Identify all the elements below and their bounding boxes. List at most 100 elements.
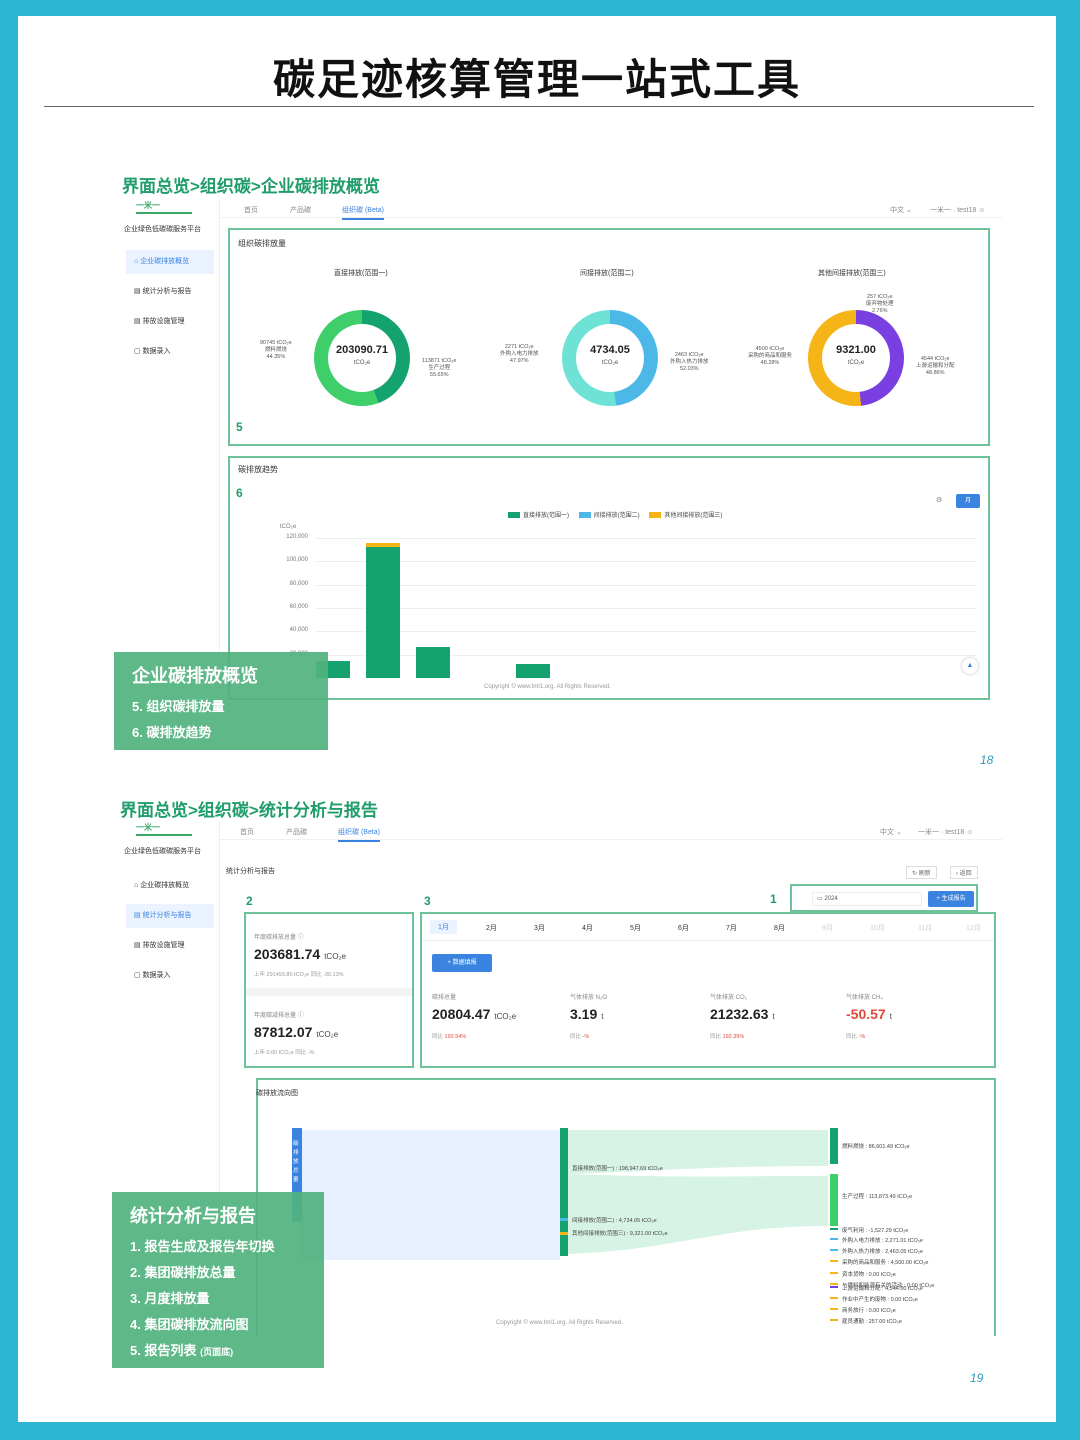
user-icon: ☺ <box>978 207 986 214</box>
chart-legend: 直接排放(范围一) 间接排放(范围二) 其他间接排放(范围三) <box>500 510 722 519</box>
sankey-node-leaf[interactable] <box>830 1272 838 1274</box>
calendar-icon: ▭ <box>817 896 825 902</box>
bar-3月-0[interactable] <box>416 646 450 678</box>
sankey-leaf-label: 上游运输和分配 : 4,544.00 tCO₂e <box>842 1286 923 1292</box>
tab-home[interactable]: 首页 <box>240 829 254 836</box>
tab-month-9[interactable]: 9月 <box>822 925 833 932</box>
grid-line <box>316 631 976 633</box>
tab-home[interactable]: 首页 <box>244 207 258 214</box>
sankey-node-leaf[interactable] <box>830 1249 838 1251</box>
sankey-node-leaf[interactable] <box>830 1319 838 1321</box>
donut-unit-scope1: tCO₂e <box>353 360 371 366</box>
monthly-stat-sub: 同比 -% <box>846 1032 865 1040</box>
tab-month-8[interactable]: 8月 <box>774 925 785 932</box>
grid-line <box>316 654 976 656</box>
info-icon[interactable]: ⓘ <box>297 935 304 941</box>
bar-5月-0[interactable] <box>516 664 550 678</box>
sankey-link-fuel <box>568 1130 828 1174</box>
tab-month-7[interactable]: 7月 <box>726 925 737 932</box>
tab-month-5[interactable]: 5月 <box>630 925 641 932</box>
month-toggle[interactable]: 月 <box>956 494 980 508</box>
sankey-leaf-label: 商务旅行 : 0.00 tCO₂e <box>842 1308 896 1314</box>
back-to-top-button[interactable]: ▲ <box>962 658 978 674</box>
marker-1: 1 <box>770 892 777 906</box>
year-picker[interactable]: ▭ 2024 <box>812 892 922 906</box>
flow-box: 碳排放流向图 碳排放总量 直接排放(范围一) : 198,947.69 tCO₂… <box>256 1078 996 1336</box>
bar-2月-2[interactable] <box>366 542 400 548</box>
sankey-node-leaf[interactable] <box>830 1286 838 1288</box>
sidebar-item-facilities[interactable]: ▤ 排放设施管理 <box>134 318 185 325</box>
tab-product-carbon[interactable]: 产品碳 <box>290 207 311 214</box>
info-icon[interactable]: ⓘ <box>297 1013 304 1019</box>
sankey-leaf-label: 废气利用 : -1,527.29 tCO₂e <box>842 1228 909 1234</box>
tab-month-1[interactable]: 1月 <box>430 920 457 934</box>
total-reduction-sub: 上年 0.00 tCO₂e 同比 -% <box>254 1050 315 1056</box>
donut-value-scope2: 4734.05 <box>590 344 630 356</box>
sidebar-item-facilities[interactable]: ▤ 排放设施管理 <box>134 942 185 949</box>
sankey-node-leaf[interactable] <box>830 1297 838 1299</box>
page-title: 碳足迹核算管理一站式工具 <box>272 56 801 103</box>
settings-icon[interactable]: ⚙ <box>936 497 943 504</box>
user-menu[interactable]: 一米一 · test18 ☺ <box>918 829 974 836</box>
donut-label-scope2-right: 2463 tCO₂e 外购入热力排放 52.03% <box>670 352 709 372</box>
sankey-node-fuel[interactable] <box>830 1128 838 1164</box>
user-menu[interactable]: 一米一 · test18 ☺ <box>930 207 986 214</box>
sidebar-item-overview[interactable]: ⌂ 企业碳排放概览 <box>134 882 190 889</box>
tab-month-10[interactable]: 10月 <box>870 925 885 932</box>
tab-month-3[interactable]: 3月 <box>534 925 545 932</box>
legend-scope1[interactable]: 直接排放(范围一) <box>523 513 569 519</box>
language-select[interactable]: 中文 ⌄ <box>890 207 912 214</box>
donut-title-scope3: 其他间接排放(范围三) <box>818 270 886 277</box>
copyright: Copyright © www.tml1.org. All Rights Res… <box>484 684 611 690</box>
chart-icon: ▤ <box>134 912 143 919</box>
sidebar-item-data-entry[interactable]: ▢ 数据录入 <box>134 348 171 355</box>
sankey-leaf-label: 资本货物 : 0.00 tCO₂e <box>842 1272 896 1278</box>
callout-overview-item-6: 6. 碳排放趋势 <box>132 725 212 740</box>
sankey-node-scope1[interactable] <box>560 1128 568 1256</box>
donut-label-scope3-left: 4500 tCO₂e 采购的商品和服务 48.28% <box>748 346 793 366</box>
donut-value-scope3: 9321.00 <box>836 344 876 356</box>
sidebar-item-overview[interactable]: ⌂ 企业碳排放概览 <box>126 250 214 274</box>
bar-2月-0[interactable] <box>366 547 400 678</box>
legend-scope3[interactable]: 其他间接排放(范围三) <box>664 513 723 519</box>
generate-report-button[interactable]: + 生成报告 <box>928 891 974 907</box>
sidebar-item-analysis[interactable]: ▤ 统计分析与报告 <box>126 904 214 928</box>
language-select[interactable]: 中文 ⌄ <box>880 829 902 836</box>
sankey-node-process[interactable] <box>830 1174 838 1226</box>
sankey-node-leaf[interactable] <box>830 1228 838 1230</box>
sankey-node-source[interactable] <box>292 1128 302 1214</box>
monthly-stat-label: 气体排放 CH₄ <box>846 995 883 1001</box>
sankey-node-scope2[interactable] <box>560 1218 568 1221</box>
back-button[interactable]: ‹ 返回 <box>950 866 978 879</box>
document-icon: ▢ <box>134 348 143 355</box>
sidebar-item-analysis[interactable]: ▤ 统计分析与报告 <box>134 288 192 295</box>
tab-month-11[interactable]: 11月 <box>918 925 933 932</box>
sankey-node-leaf[interactable] <box>830 1238 838 1240</box>
sankey-node-leaf[interactable] <box>830 1260 838 1262</box>
callout-analysis-item-3: 3. 月度排放量 <box>130 1291 210 1306</box>
tab-org-carbon[interactable]: 组织碳 (Beta) <box>342 205 385 220</box>
monthly-stat-sub: 同比 192.54% <box>432 1032 466 1040</box>
sankey-node-scope3[interactable] <box>560 1232 568 1235</box>
sidebar-item-data-entry[interactable]: ▢ 数据录入 <box>134 972 171 979</box>
tab-month-12[interactable]: 12月 <box>966 925 981 932</box>
sankey-node-leaf[interactable] <box>830 1308 838 1310</box>
refresh-button[interactable]: ↻ 刷新 <box>906 866 937 879</box>
sankey-label-scope3: 其他间接排放(范围三) : 9,321.00 tCO₂e <box>572 1231 668 1237</box>
sankey-leaf-label: 雇员通勤 : 257.00 tCO₂e <box>842 1319 902 1325</box>
tab-month-6[interactable]: 6月 <box>678 925 689 932</box>
monthly-stat-number: 3.19 <box>570 1006 598 1022</box>
total-reduction-value: 87812.07 tCO₂e <box>254 1024 339 1040</box>
sankey-node-leaf[interactable] <box>830 1283 838 1285</box>
legend-scope2[interactable]: 间接排放(范围二) <box>593 513 640 519</box>
sankey-leaf-label: 采购的商品和服务 : 4,500.00 tCO₂e <box>842 1260 929 1266</box>
tab-month-2[interactable]: 2月 <box>486 925 497 932</box>
user-icon: ☺ <box>966 829 974 836</box>
tab-product-carbon[interactable]: 产品碳 <box>286 829 307 836</box>
tab-month-4[interactable]: 4月 <box>582 925 593 932</box>
add-data-button[interactable]: + 数据填报 <box>432 954 492 972</box>
donut-value-scope1: 203090.71 <box>336 344 388 356</box>
tab-org-carbon[interactable]: 组织碳 (Beta) <box>338 827 381 842</box>
document-icon: ▢ <box>134 972 143 979</box>
legend-swatch-scope1 <box>508 512 520 519</box>
